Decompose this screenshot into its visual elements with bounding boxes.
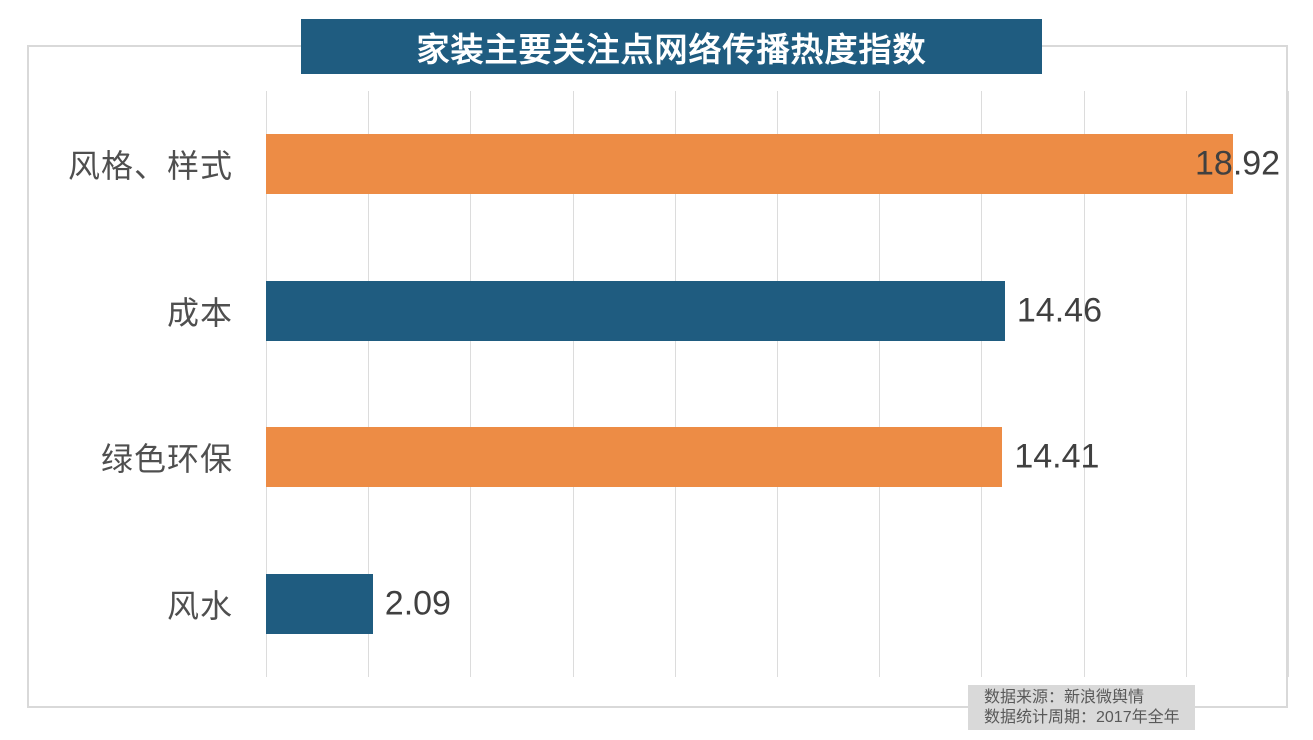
gridline-v-6 bbox=[572, 91, 574, 677]
category-label-3: 风水 bbox=[166, 587, 233, 624]
gridline-v-14 bbox=[981, 91, 983, 677]
gridline-v-8 bbox=[674, 91, 676, 677]
gridline-v-18 bbox=[1185, 91, 1187, 677]
chart-title-banner: 家装主要关注点网络传播热度指数 bbox=[301, 19, 1042, 74]
gridline-v-20 bbox=[1288, 91, 1289, 677]
bar-2 bbox=[266, 427, 1003, 487]
category-label-1: 成本 bbox=[166, 294, 233, 331]
bar-row-0: 18.92 bbox=[266, 91, 1288, 238]
bar-row-2: 14.41 bbox=[266, 384, 1288, 531]
value-label-3: 2.09 bbox=[384, 584, 451, 622]
gridline-v-0 bbox=[266, 91, 267, 677]
plot-area: 18.92 14.46 14.41 2.09 bbox=[266, 91, 1289, 678]
gridline-v-12 bbox=[879, 91, 881, 677]
gridline-v-10 bbox=[777, 91, 778, 677]
bar-row-3: 2.09 bbox=[266, 531, 1288, 678]
value-label-2: 14.41 bbox=[1014, 437, 1100, 476]
data-source-line2: 数据统计周期：2017年全年 bbox=[984, 709, 1180, 726]
value-label-0: 18.92 bbox=[1195, 144, 1281, 183]
bar-0 bbox=[266, 134, 1233, 194]
category-label-0: 风格、样式 bbox=[67, 148, 233, 185]
bar-3 bbox=[266, 573, 373, 634]
data-source-line1: 数据来源：新浪微舆情 bbox=[984, 689, 1145, 706]
chart-title: 家装主要关注点网络传播热度指数 bbox=[416, 30, 927, 68]
bar-1 bbox=[266, 280, 1005, 341]
value-label-1: 14.46 bbox=[1016, 291, 1102, 329]
category-axis: 风格、样式成本绿色环保风水 bbox=[0, 91, 250, 677]
bar-row-1: 14.46 bbox=[266, 238, 1288, 385]
gridline-v-2 bbox=[368, 91, 370, 677]
gridline-v-4 bbox=[470, 91, 472, 677]
category-label-2: 绿色环保 bbox=[100, 441, 233, 478]
gridline-v-16 bbox=[1083, 91, 1085, 677]
data-source-box: 数据来源：新浪微舆情 数据统计周期：2017年全年 bbox=[968, 685, 1195, 730]
